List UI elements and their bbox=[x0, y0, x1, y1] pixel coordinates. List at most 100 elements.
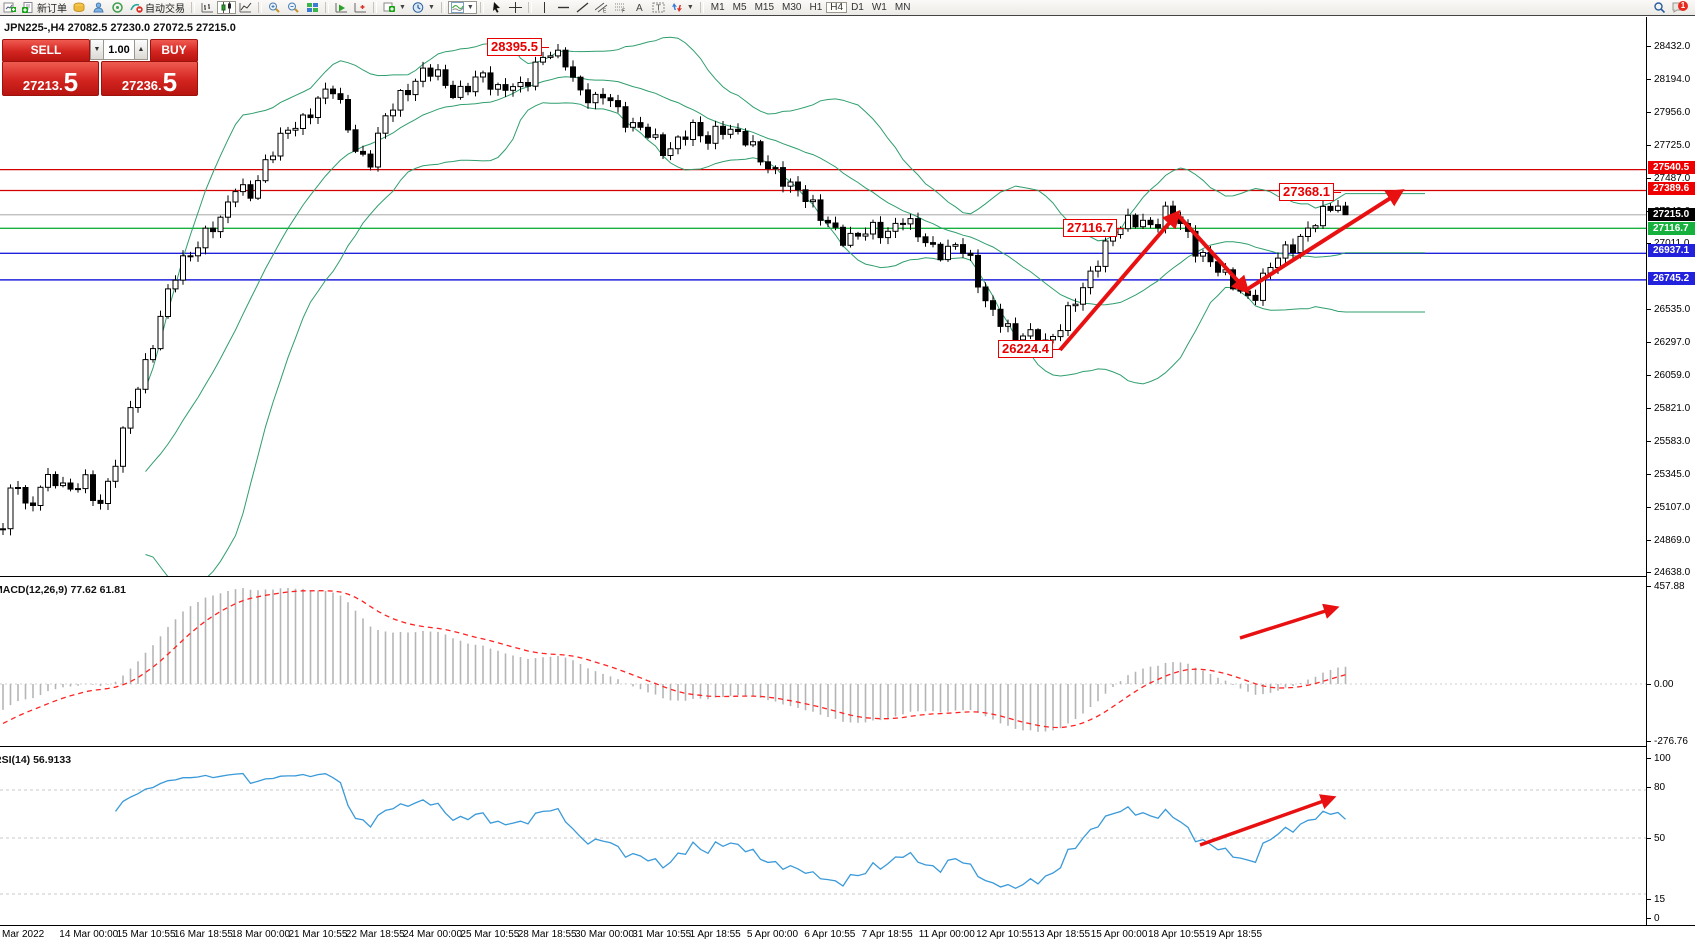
time-axis-label: 16 Mar 18:55 bbox=[173, 929, 233, 939]
profiles-button[interactable]: ▼ bbox=[380, 1, 409, 14]
autotrading-button[interactable]: 自动交易 bbox=[127, 1, 188, 15]
main-toolbar: 新订单 自动交易 ▼ ▼ ▼ E F A T ▼ bbox=[0, 0, 1695, 16]
arrows-icon bbox=[671, 2, 684, 13]
arrows-button[interactable]: ▼ bbox=[668, 1, 697, 14]
profiles-icon bbox=[383, 2, 396, 13]
time-axis-label: 18 Mar 00:00 bbox=[231, 929, 291, 939]
candlestick-chart-button[interactable] bbox=[217, 1, 236, 14]
cursor-button[interactable] bbox=[487, 1, 506, 14]
rsi-canvas[interactable] bbox=[0, 750, 1646, 925]
indicators-button[interactable]: ▼ bbox=[447, 1, 477, 14]
strategy-tester-button[interactable] bbox=[332, 1, 351, 14]
community-button[interactable] bbox=[89, 1, 108, 14]
new-chart-icon bbox=[3, 2, 16, 13]
zoom-in-button[interactable] bbox=[265, 1, 284, 14]
price-annotation[interactable]: 26224.4 bbox=[998, 340, 1060, 358]
text-label-icon: T bbox=[652, 2, 665, 13]
timeframe-w1-button[interactable]: W1 bbox=[871, 2, 887, 13]
equidistant-channel-icon: E bbox=[594, 2, 608, 14]
axis-tick-label: 25583.0 bbox=[1647, 435, 1695, 447]
search-button[interactable] bbox=[1650, 1, 1669, 14]
period-clock-button[interactable]: ▼ bbox=[409, 1, 438, 14]
vertical-line-button[interactable] bbox=[535, 1, 554, 14]
timeframe-m15-button[interactable]: M15 bbox=[754, 2, 775, 13]
macd-label: MACD(12,26,9) 77.62 61.81 bbox=[0, 584, 126, 596]
rsi-pane[interactable]: RSI(14) 56.9133 bbox=[0, 750, 1646, 925]
price-annotation[interactable]: 28395.5 bbox=[487, 38, 549, 56]
time-axis-label: 31 Mar 10:55 bbox=[632, 929, 692, 939]
trendline-button[interactable] bbox=[573, 1, 592, 14]
search-icon bbox=[1653, 2, 1666, 13]
horizontal-line-button[interactable] bbox=[554, 1, 573, 14]
macd-canvas[interactable] bbox=[0, 580, 1646, 746]
tile-windows-button[interactable] bbox=[303, 1, 322, 14]
trend-arrow bbox=[1058, 209, 1181, 352]
timeframe-h4-button[interactable]: H4 bbox=[826, 2, 848, 13]
vertical-line-icon bbox=[538, 2, 551, 13]
price-annotation[interactable]: 27368.1 bbox=[1279, 183, 1341, 201]
axis-tick-label: 27725.0 bbox=[1647, 139, 1695, 151]
timeframe-m5-button[interactable]: M5 bbox=[732, 2, 747, 13]
crosshair-icon bbox=[508, 2, 522, 13]
axis-tick-label: 26297.0 bbox=[1647, 336, 1695, 348]
axis-tick-label: 15 bbox=[1647, 893, 1695, 905]
line-chart-button[interactable] bbox=[236, 1, 255, 14]
price-tag: 27389.6 bbox=[1648, 182, 1695, 195]
timeframe-m30-button[interactable]: M30 bbox=[782, 2, 802, 13]
deposit-button[interactable] bbox=[70, 1, 89, 14]
sell-button[interactable]: SELL bbox=[2, 39, 90, 62]
notifications-button[interactable]: 1 bbox=[1669, 0, 1689, 14]
main-chart-canvas[interactable] bbox=[0, 17, 1646, 576]
buy-price[interactable]: 27236. 5 bbox=[101, 61, 198, 96]
timeframe-d1-button[interactable]: D1 bbox=[851, 2, 864, 13]
community-icon bbox=[92, 2, 105, 13]
volume-stepper: ▼▲ bbox=[90, 39, 148, 60]
volume-input[interactable] bbox=[104, 39, 134, 60]
period-clock-icon bbox=[412, 2, 425, 13]
time-axis[interactable]: Mar 2022 14 Mar 00:00 15 Mar 10:55 16 Mar 1… bbox=[0, 925, 1695, 939]
zoom-out-button[interactable] bbox=[284, 1, 303, 14]
bar-chart-icon bbox=[201, 2, 214, 13]
timeframe-m1-button[interactable]: M1 bbox=[710, 2, 725, 13]
axis-tick-label: 0 bbox=[1647, 912, 1695, 924]
new-chart-button[interactable] bbox=[0, 1, 19, 14]
volume-increase-button[interactable]: ▲ bbox=[134, 39, 148, 60]
strategy-tester-icon bbox=[335, 2, 348, 13]
equidistant-channel-button[interactable]: E bbox=[592, 1, 611, 14]
support-button[interactable] bbox=[108, 1, 127, 14]
dropdown-caret-icon: ▼ bbox=[399, 4, 406, 11]
price-annotation[interactable]: 27116.7 bbox=[1063, 219, 1125, 237]
new-order-button[interactable]: 新订单 bbox=[19, 1, 70, 15]
price-axis[interactable]: 28432.028194.027956.027725.027487.027249… bbox=[1646, 17, 1695, 925]
toolbar-separator bbox=[373, 2, 377, 13]
text-label-button[interactable]: T bbox=[649, 1, 668, 14]
text-button[interactable]: A bbox=[630, 1, 649, 14]
bar-chart-button[interactable] bbox=[198, 1, 217, 14]
time-axis-label: 13 Apr 18:55 bbox=[1033, 929, 1091, 939]
macd-pane[interactable]: MACD(12,26,9) 77.62 61.81 bbox=[0, 580, 1646, 746]
axis-tick-label: 28432.0 bbox=[1647, 40, 1695, 52]
new-order-label: 新订单 bbox=[37, 4, 67, 15]
timeframe-h1-button[interactable]: H1 bbox=[809, 2, 823, 13]
timeframe-mn-button[interactable]: MN bbox=[894, 2, 911, 13]
svg-text:E: E bbox=[603, 9, 607, 14]
fibonacci-button[interactable]: F bbox=[611, 1, 630, 14]
crosshair-button[interactable] bbox=[506, 1, 525, 14]
volume-decrease-button[interactable]: ▼ bbox=[90, 39, 104, 60]
one-click-trading-widget: SELL ▼▲ BUY 27213.5 27236.5 bbox=[2, 39, 198, 96]
cursor-icon bbox=[490, 2, 503, 13]
main-chart-pane[interactable]: JPN225-,H4 27082.5 27230.0 27072.5 27215… bbox=[0, 17, 1646, 576]
axis-tick-label: 24638.0 bbox=[1647, 566, 1695, 578]
time-axis-label: 15 Mar 10:55 bbox=[116, 929, 176, 939]
dropdown-caret-icon: ▼ bbox=[427, 4, 435, 11]
buy-button[interactable]: BUY bbox=[150, 39, 198, 62]
sell-price[interactable]: 27213. 5 bbox=[2, 61, 99, 96]
time-axis-label: 28 Mar 18:55 bbox=[517, 929, 577, 939]
candlestick-chart-icon bbox=[220, 2, 233, 13]
time-axis-label: 22 Mar 18:55 bbox=[345, 929, 405, 939]
line-chart-icon bbox=[239, 2, 252, 13]
axis-tick-label: 24869.0 bbox=[1647, 534, 1695, 546]
data-window-button[interactable] bbox=[351, 1, 370, 14]
axis-tick-label: 28194.0 bbox=[1647, 73, 1695, 85]
